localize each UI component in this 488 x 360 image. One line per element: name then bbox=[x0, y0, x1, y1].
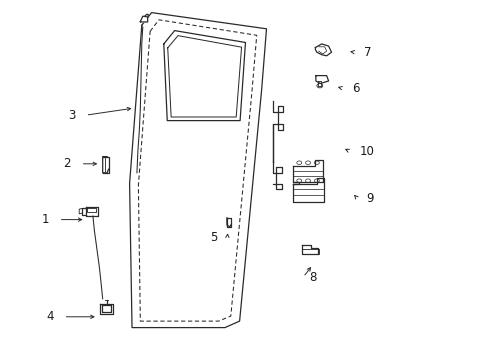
Text: 9: 9 bbox=[366, 192, 373, 204]
Polygon shape bbox=[85, 207, 98, 216]
Polygon shape bbox=[140, 16, 147, 22]
Text: 10: 10 bbox=[359, 145, 373, 158]
Polygon shape bbox=[315, 76, 328, 84]
Text: 8: 8 bbox=[308, 271, 316, 284]
Text: 1: 1 bbox=[41, 213, 49, 226]
Text: 4: 4 bbox=[46, 310, 54, 323]
Polygon shape bbox=[315, 44, 331, 56]
Polygon shape bbox=[301, 245, 317, 254]
Polygon shape bbox=[226, 218, 230, 227]
Text: 7: 7 bbox=[364, 46, 371, 59]
Text: 3: 3 bbox=[68, 109, 76, 122]
Polygon shape bbox=[293, 178, 323, 202]
Polygon shape bbox=[293, 160, 322, 182]
Text: 2: 2 bbox=[63, 157, 71, 170]
Polygon shape bbox=[102, 305, 111, 312]
Text: 5: 5 bbox=[210, 231, 217, 244]
Text: 6: 6 bbox=[351, 82, 359, 95]
